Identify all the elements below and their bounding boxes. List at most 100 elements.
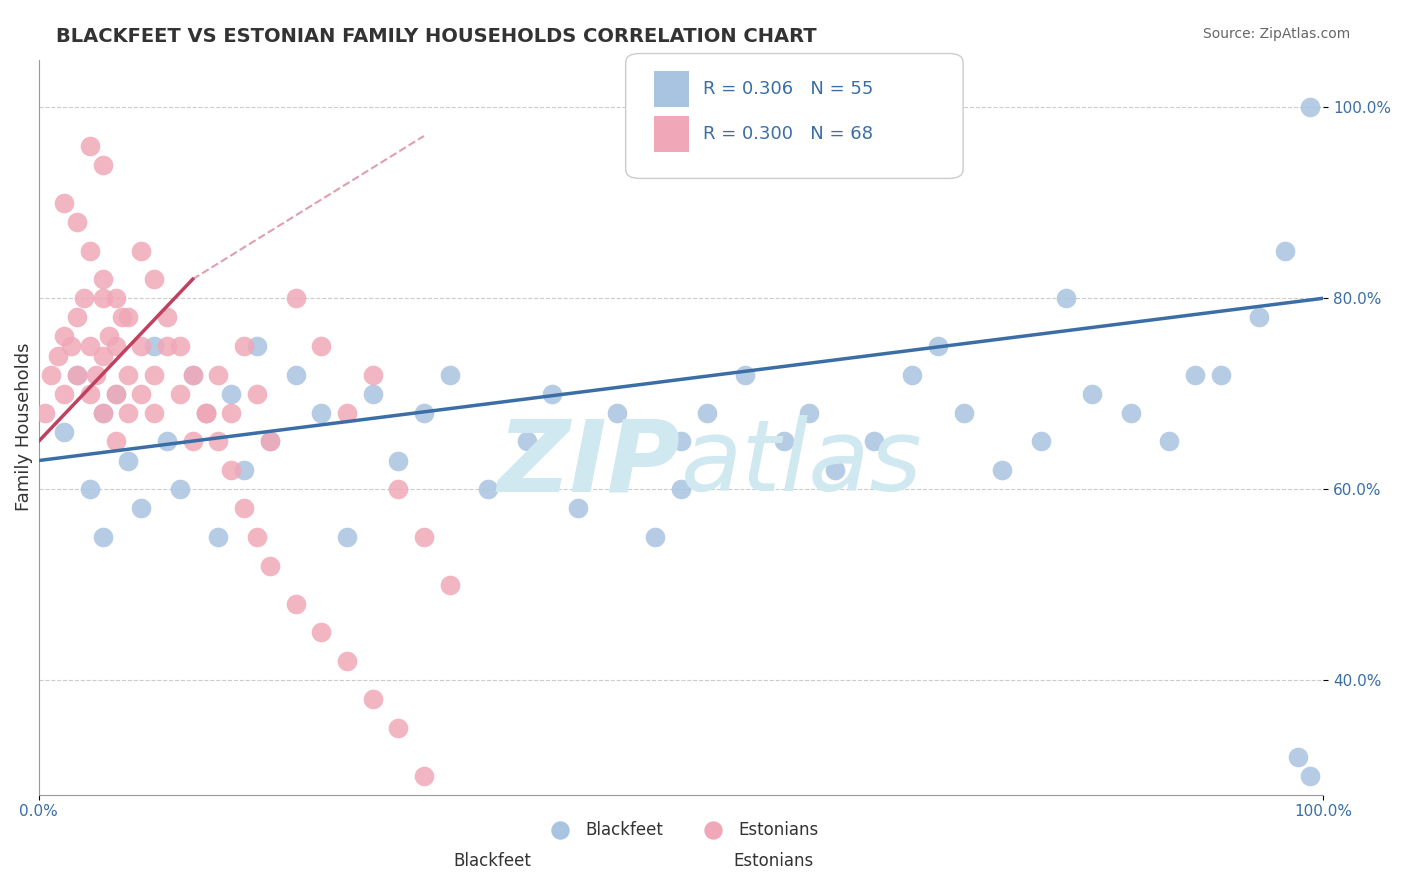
Point — [669, 434, 692, 449]
Point — [66, 368, 89, 382]
Point — [194, 406, 217, 420]
Point — [53, 425, 76, 439]
Point — [387, 721, 409, 735]
Point — [53, 195, 76, 210]
Point — [117, 406, 139, 420]
Point — [59, 339, 82, 353]
Point — [143, 339, 166, 353]
Point — [131, 244, 153, 258]
Point — [606, 406, 628, 420]
Point — [284, 368, 307, 382]
Point — [79, 482, 101, 496]
Point — [79, 138, 101, 153]
Point — [901, 368, 924, 382]
Point — [143, 272, 166, 286]
Point — [143, 406, 166, 420]
Point — [439, 368, 461, 382]
Point — [1159, 434, 1181, 449]
Point — [361, 386, 384, 401]
Point — [952, 406, 974, 420]
Point — [259, 558, 281, 573]
Text: atlas: atlas — [681, 416, 922, 512]
Point — [1054, 291, 1077, 305]
Point — [1286, 749, 1309, 764]
Point — [91, 272, 114, 286]
Point — [284, 291, 307, 305]
Point — [91, 406, 114, 420]
Point — [104, 291, 127, 305]
Point — [246, 339, 269, 353]
Point — [91, 406, 114, 420]
Point — [111, 310, 134, 325]
Point — [246, 386, 269, 401]
Point — [104, 386, 127, 401]
Point — [259, 434, 281, 449]
Point — [117, 453, 139, 467]
Point — [336, 530, 359, 544]
Point — [79, 339, 101, 353]
Point — [219, 406, 242, 420]
Point — [131, 339, 153, 353]
Point — [86, 368, 108, 382]
Text: Estonians: Estonians — [733, 852, 814, 870]
Point — [1081, 386, 1104, 401]
Point — [477, 482, 499, 496]
Point — [734, 368, 756, 382]
Point — [156, 310, 179, 325]
Point — [91, 530, 114, 544]
Point — [98, 329, 121, 343]
Point — [91, 158, 114, 172]
Point — [143, 368, 166, 382]
Point — [1184, 368, 1206, 382]
Point — [336, 654, 359, 668]
Point — [181, 368, 204, 382]
Point — [336, 406, 359, 420]
Point — [53, 386, 76, 401]
Text: Blackfeet: Blackfeet — [453, 852, 531, 870]
Point — [1119, 406, 1142, 420]
Point — [156, 434, 179, 449]
Point — [233, 463, 256, 477]
Point — [439, 816, 461, 830]
Point — [117, 368, 139, 382]
Point — [207, 368, 229, 382]
Point — [387, 482, 409, 496]
Point — [413, 769, 436, 783]
Text: R = 0.306   N = 55: R = 0.306 N = 55 — [703, 80, 873, 98]
Point — [824, 463, 846, 477]
Point — [72, 291, 94, 305]
Point — [309, 625, 332, 640]
Point — [219, 463, 242, 477]
Point — [361, 368, 384, 382]
Point — [66, 310, 89, 325]
Point — [104, 386, 127, 401]
Point — [41, 368, 63, 382]
Point — [696, 406, 718, 420]
Point — [413, 406, 436, 420]
Point — [541, 386, 564, 401]
Point — [233, 501, 256, 516]
Point — [927, 339, 949, 353]
Point — [309, 339, 332, 353]
Point — [66, 215, 89, 229]
Point — [644, 530, 666, 544]
Point — [219, 386, 242, 401]
Point — [131, 501, 153, 516]
Point — [117, 310, 139, 325]
Point — [669, 482, 692, 496]
Point — [66, 368, 89, 382]
Point — [361, 692, 384, 706]
Point — [1274, 244, 1296, 258]
Point — [194, 406, 217, 420]
Point — [34, 406, 56, 420]
Point — [79, 244, 101, 258]
Point — [387, 453, 409, 467]
Point — [413, 530, 436, 544]
Point — [53, 329, 76, 343]
Point — [181, 434, 204, 449]
Point — [1209, 368, 1232, 382]
Point — [772, 434, 794, 449]
Point — [516, 434, 538, 449]
Point — [1029, 434, 1052, 449]
Point — [207, 530, 229, 544]
